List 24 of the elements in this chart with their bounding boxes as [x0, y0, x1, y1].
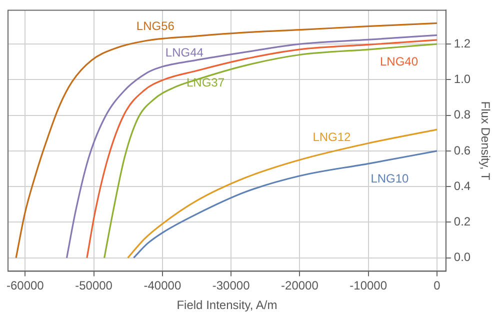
x-axis-title: Field Intensity, A/m [176, 298, 278, 312]
y-tick-label: 0.4 [454, 178, 471, 193]
x-tick-label: -60000 [6, 278, 44, 293]
y-tick-label: 1.0 [454, 72, 471, 86]
series-label: LNG56 [136, 18, 175, 33]
y-tick-label: 0.8 [454, 108, 471, 122]
y-tick-label: 0.6 [454, 143, 471, 158]
line-series [15, 22, 438, 259]
x-tick-label: -50000 [75, 278, 113, 293]
series-label: LNG12 [312, 130, 352, 144]
line-series [132, 150, 438, 259]
series-label: LNG10 [370, 172, 410, 186]
series-label: LNG40 [380, 54, 418, 68]
line-series [127, 128, 438, 259]
x-tick-label: -30000 [212, 278, 250, 293]
y-tick-label: 1.2 [454, 36, 471, 50]
y-tick-label: 0.0 [454, 250, 471, 264]
series-label: LNG44 [165, 46, 204, 60]
y-axis-title: Flux Density, T [478, 101, 492, 181]
y-tick-label: 0.2 [454, 214, 471, 229]
x-tick-label: -40000 [144, 278, 182, 293]
x-tick-label: 0 [434, 278, 441, 293]
x-tick-label: -20000 [281, 278, 319, 293]
x-tick-label: -10000 [350, 278, 388, 293]
